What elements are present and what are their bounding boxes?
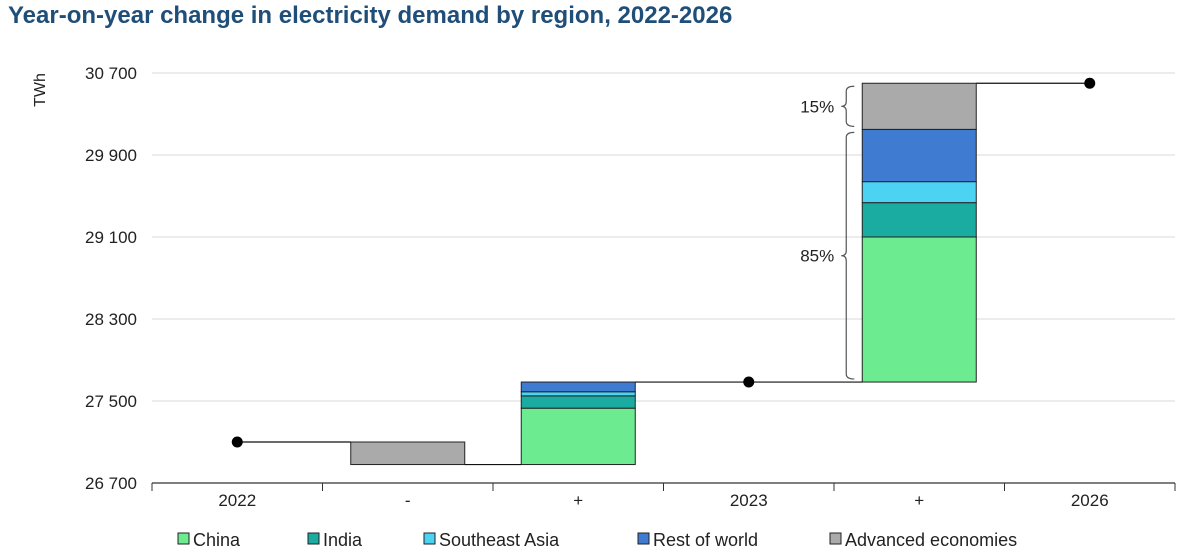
gridlines xyxy=(152,72,1175,484)
y-axis-ticks: 26 700 27 500 28 300 29 100 29 900 30 700 xyxy=(85,64,137,493)
annotation-label: 85% xyxy=(800,247,834,266)
bar-segment xyxy=(520,395,636,409)
annotation-brace xyxy=(841,131,855,380)
connector-lines xyxy=(231,77,1096,466)
x-axis-ticks: 2022 - +2023 +2026 xyxy=(151,483,1176,510)
annotation-label: 15% xyxy=(800,97,834,116)
bar-segment xyxy=(520,391,636,397)
total-marker xyxy=(1084,77,1096,89)
total-marker xyxy=(743,376,755,388)
x-tick-label: 2023 xyxy=(730,491,768,510)
legend-label: Southeast Asia xyxy=(439,530,560,550)
x-tick-label: 2022 xyxy=(218,491,256,510)
x-tick-label: + xyxy=(573,491,583,510)
y-tick-label: 29 900 xyxy=(85,146,137,165)
bar-segment xyxy=(520,407,636,466)
y-tick-label: 30 700 xyxy=(85,64,137,83)
bar-segment xyxy=(520,381,636,393)
total-marker xyxy=(231,436,243,448)
legend-label: China xyxy=(193,530,241,550)
bar-segment xyxy=(861,202,977,238)
legend-label: Advanced economies xyxy=(845,530,1017,550)
legend-swatch xyxy=(307,532,320,545)
bar-segment xyxy=(861,82,977,130)
bar-segment xyxy=(861,128,977,183)
chart-title: Year-on-year change in electricity deman… xyxy=(8,2,733,29)
share-annotations: 15% 85% xyxy=(800,85,855,380)
bar-segment xyxy=(350,441,466,466)
y-axis-label: TWh xyxy=(32,73,49,107)
legend-swatch xyxy=(829,532,842,545)
y-tick-label: 29 100 xyxy=(85,228,137,247)
legend-label: Rest of world xyxy=(653,530,758,550)
annotation-brace xyxy=(841,85,855,127)
x-tick-label: + xyxy=(914,491,924,510)
legend: China India Southeast Asia Rest of world Adv… xyxy=(177,530,1017,550)
bar-segment xyxy=(861,181,977,204)
legend-label: India xyxy=(323,530,363,550)
bar-segment xyxy=(861,236,977,383)
x-tick-label: 2026 xyxy=(1071,491,1109,510)
y-tick-label: 28 300 xyxy=(85,310,137,329)
waterfall-bars xyxy=(350,82,977,466)
legend-swatch xyxy=(423,532,436,545)
x-tick-label: - xyxy=(405,491,411,510)
legend-swatch xyxy=(177,532,190,545)
legend-swatch xyxy=(637,532,650,545)
y-tick-label: 26 700 xyxy=(85,474,137,493)
y-tick-label: 27 500 xyxy=(85,392,137,411)
